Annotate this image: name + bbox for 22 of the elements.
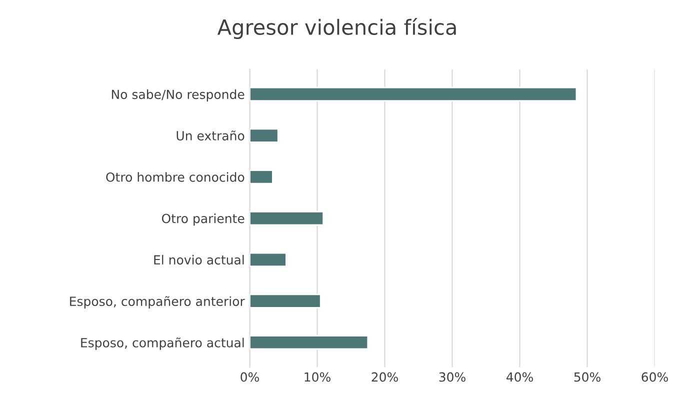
y-tick-label: Un extraño	[176, 130, 244, 140]
y-tick-label: Otro hombre conocido	[106, 172, 244, 182]
y-tick-label: Esposo, compañero actual	[81, 338, 244, 350]
x-tick-label: 0%	[240, 372, 259, 382]
x-tick-label: 20%	[372, 372, 398, 382]
x-tick-label: 40%	[506, 372, 533, 382]
bar	[250, 335, 369, 350]
bar	[250, 128, 279, 143]
y-tick-label: Esposo, compañero anterior	[70, 296, 245, 308]
chart-title: Agresor violencia física	[217, 18, 456, 40]
x-tick-label: 50%	[574, 372, 600, 382]
bar	[250, 252, 287, 267]
x-tick-label: 30%	[439, 372, 466, 382]
y-tick-label: Otro pariente	[162, 214, 244, 226]
bar	[250, 86, 578, 102]
y-tick-label: El novio actual	[154, 254, 244, 265]
bar	[250, 170, 274, 184]
y-tick-label: No sabe/No responde	[112, 89, 244, 102]
bar	[250, 294, 322, 308]
x-tick-label: 10%	[304, 372, 330, 382]
x-tick-label: 60%	[642, 372, 668, 382]
bar	[250, 210, 324, 226]
